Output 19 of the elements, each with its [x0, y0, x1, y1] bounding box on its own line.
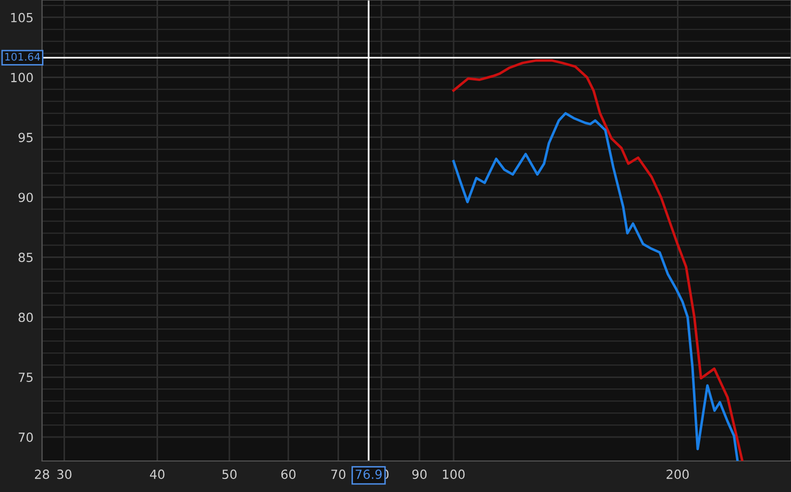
y-tick-label: 85 [18, 252, 33, 262]
x-tick-label: 70 [331, 470, 346, 480]
x-tick-label: 40 [150, 470, 164, 480]
y-tick-label: 95 [18, 132, 33, 142]
x-tick-label: 90 [412, 470, 427, 480]
x-tick-label: 30 [57, 470, 72, 480]
x-tick-label: 50 [222, 470, 237, 480]
x-tick-label: 28 [34, 470, 50, 480]
x-tick-label: 60 [281, 470, 296, 480]
y-tick-label: 105 [11, 12, 33, 22]
y-tick-label: 70 [18, 432, 33, 442]
ref-line-label: 76.9 [356, 470, 382, 480]
y-tick-label: 100 [11, 72, 33, 82]
x-tick-label: 100 [442, 470, 465, 480]
y-tick-label: 80 [18, 312, 33, 322]
y-tick-label: 90 [18, 192, 33, 202]
y-tick-label: 75 [18, 372, 33, 382]
ref-line-label: 101.64 [5, 52, 40, 61]
x-tick-label: 200 [666, 470, 689, 480]
